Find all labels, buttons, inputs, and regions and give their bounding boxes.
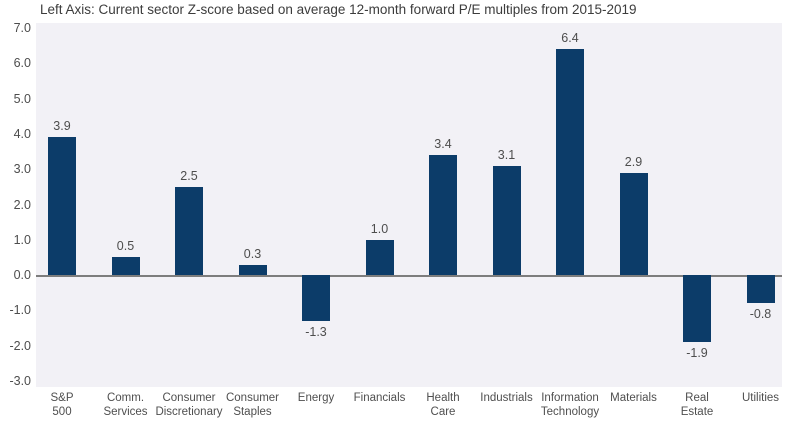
x-category-label-line: Energy xyxy=(297,392,335,404)
x-category-label-line: 500 xyxy=(52,405,72,418)
y-tick-label: 4.0 xyxy=(13,126,31,141)
bar-value-label: -1.9 xyxy=(686,346,708,361)
y-tick-label: -2.0 xyxy=(9,338,31,353)
chart-title: Left Axis: Current sector Z-score based … xyxy=(40,2,637,17)
bar-value-label: 1.0 xyxy=(370,221,389,236)
bar-value-label: 2.5 xyxy=(180,168,198,183)
bar-value-label: 3.9 xyxy=(53,119,71,134)
x-category-label-line: Information xyxy=(541,392,599,404)
bar-consumer-discretionary xyxy=(175,186,203,276)
x-category-label-utilities: Utilities xyxy=(713,392,790,406)
x-category-label-line: Comm. xyxy=(106,392,145,404)
bar-value-label: -0.8 xyxy=(749,307,772,322)
x-category-label-materials: Materials xyxy=(586,392,682,406)
y-tick-label: 6.0 xyxy=(13,56,31,71)
bar-value-label: 0.5 xyxy=(116,239,135,254)
x-category-label-line: Consumer xyxy=(162,392,216,404)
x-category-label-financials: Financials xyxy=(332,392,428,406)
y-tick-label: 5.0 xyxy=(13,91,31,106)
bar-real-estate xyxy=(683,275,711,343)
x-category-label-line: Consumer xyxy=(225,392,280,404)
bar-materials xyxy=(619,172,648,276)
bar-value-label: 0.3 xyxy=(243,246,262,261)
x-category-label-information-technology: Information Technology xyxy=(522,392,618,419)
x-category-label-line: Discretionary xyxy=(155,405,223,418)
x-category-label-line: Materials xyxy=(610,392,657,404)
bar-energy xyxy=(302,275,330,321)
bar-value-label: 6.4 xyxy=(561,31,579,46)
y-tick-label: 7.0 xyxy=(13,21,31,35)
bar-health-care xyxy=(429,155,457,276)
x-category-label-real-estate: Real Estate xyxy=(649,392,745,419)
x-category-label-comm-services: Comm. Services xyxy=(78,392,174,419)
x-category-label-line: S&P xyxy=(50,392,74,404)
x-category-label-line: Health xyxy=(426,392,460,404)
y-tick-label: 0.0 xyxy=(13,268,31,283)
bar-industrials xyxy=(492,165,521,276)
x-category-label-line: Industrials xyxy=(480,392,533,404)
x-category-label-line: Utilities xyxy=(741,392,780,404)
y-tick-label: -3.0 xyxy=(9,374,31,388)
x-category-label-consumer-staples: Consumer Staples xyxy=(205,392,301,419)
x-category-label-energy: Energy xyxy=(268,392,364,406)
y-tick-label: 2.0 xyxy=(13,197,31,212)
bar-financials xyxy=(365,239,394,276)
zero-line xyxy=(36,275,782,277)
bar-value-label: 3.4 xyxy=(434,137,452,152)
bar-value-label: 3.1 xyxy=(497,147,516,162)
bar-utilities xyxy=(746,275,775,304)
x-category-label-consumer-discretionary: Consumer Discretionary xyxy=(141,392,237,419)
bar-consumer-staples xyxy=(238,264,267,276)
bar-information-technology xyxy=(556,49,584,276)
plot-area: 3.9 0.5 2.5 0.3 -1.3 1.0 3.4 3.1 6.4 2.9 -1.9 -0.8 xyxy=(36,23,782,387)
x-category-label-line: Services xyxy=(103,405,148,418)
x-category-label-line: Staples xyxy=(233,405,272,418)
x-category-label-line: Financials xyxy=(353,392,406,404)
y-tick-label: -1.0 xyxy=(9,303,31,318)
bar-value-label: -1.3 xyxy=(305,324,327,339)
x-category-label-health-care: Health Care xyxy=(395,392,491,419)
bar-comm-services xyxy=(111,257,140,276)
bar-value-label: 2.9 xyxy=(624,154,643,169)
y-tick-label: 3.0 xyxy=(13,162,31,177)
bar-s-p-500 xyxy=(48,137,76,276)
x-category-label-s-p-500: S&P 500 xyxy=(14,392,110,419)
x-category-label-line: Technology xyxy=(540,405,600,418)
x-category-label-line: Real xyxy=(685,392,709,404)
x-category-label-line: Estate xyxy=(680,405,714,418)
y-tick-label: 1.0 xyxy=(13,232,31,247)
x-category-label-industrials: Industrials xyxy=(459,392,555,406)
x-category-label-line: Care xyxy=(430,405,456,418)
